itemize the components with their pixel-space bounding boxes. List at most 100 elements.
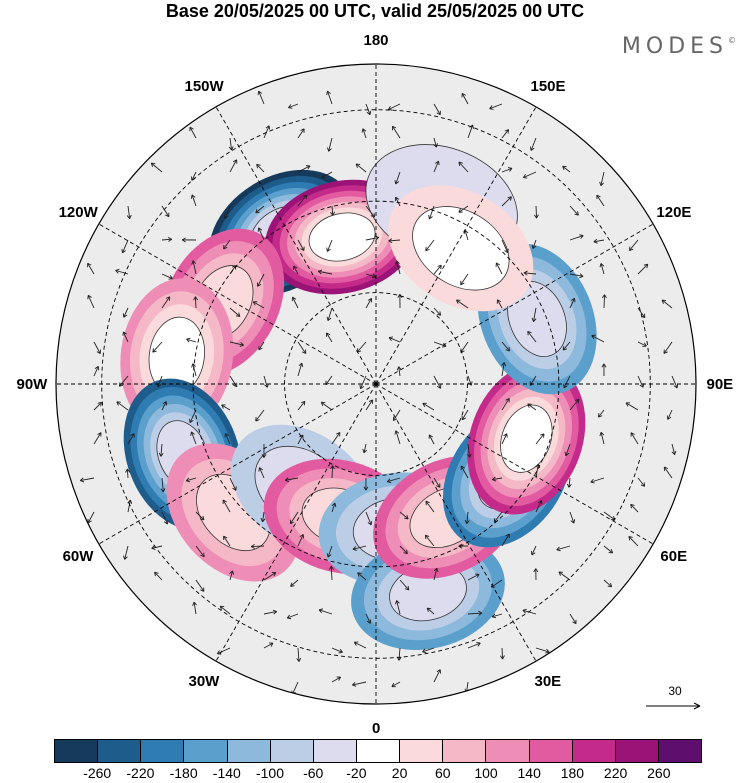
wind-arrow-127: [433, 375, 442, 389]
colorbar-tick-8: 60: [435, 765, 451, 781]
wind-arrow-13: [361, 128, 367, 139]
wind-arrow-3: [365, 103, 372, 116]
wind-arrow-53: [297, 239, 305, 251]
wind-arrow-143: [365, 399, 374, 411]
wind-arrow-172: [125, 468, 131, 479]
wind-arrow-56: [388, 238, 401, 244]
wind-arrow-218: [530, 545, 537, 556]
wind-arrow-193: [222, 499, 231, 513]
wind-arrow-167: [564, 443, 571, 457]
wind-arrow-71: [317, 269, 333, 275]
longitude-label-1: 150E: [530, 77, 566, 95]
wind-arrow-40: [365, 205, 375, 218]
wind-arrow-136: [116, 401, 129, 411]
wind-arrow-83: [161, 296, 171, 309]
longitude-label-5: 30E: [534, 673, 562, 691]
longitude-label-0: 180: [363, 31, 389, 49]
wind-arrow-234: [558, 571, 571, 581]
wind-arrow-108: [388, 336, 401, 343]
wind-arrow-219: [556, 545, 571, 552]
wind-arrow-220: [603, 545, 614, 554]
wind-arrow-85: [229, 307, 241, 317]
wind-arrow-212: [326, 545, 333, 558]
meridian-30: [375, 383, 537, 662]
wind-arrow-162: [394, 430, 401, 445]
wind-arrow-30: [522, 171, 537, 179]
graticule: [56, 64, 696, 704]
wind-arrow-150: [597, 409, 605, 418]
wind-arrow-158: [261, 443, 267, 458]
wind-arrow-135: [93, 401, 103, 411]
wind-arrow-197: [365, 511, 373, 526]
wind-arrow-163: [428, 434, 435, 445]
colorbar-swatch-1: [98, 740, 142, 762]
wind-arrow-7: [489, 103, 503, 110]
wind-arrow-210: [250, 544, 265, 549]
wind-arrow-140: [255, 409, 265, 422]
wind-arrow-221: [628, 536, 639, 547]
meridian-330: [215, 383, 377, 662]
wind-arrow-81: [87, 294, 95, 309]
wind-arrow-134: [671, 375, 679, 389]
wind-arrow-208: [195, 545, 205, 558]
reference-vector: 30: [640, 684, 710, 714]
wind-arrow-147: [501, 398, 510, 411]
wind-arrow-50: [181, 237, 197, 243]
wind-arrow-240: [318, 608, 333, 615]
wind-arrow-191: [161, 511, 169, 525]
wind-arrow-45: [533, 205, 539, 219]
wind-arrow-2: [326, 90, 333, 105]
wind-arrow-103: [229, 341, 244, 347]
anomaly-blob-12-level-5: [500, 404, 553, 473]
wind-arrow-87: [291, 296, 299, 309]
wind-arrow-200: [464, 511, 470, 525]
wind-arrow-262: [433, 669, 441, 683]
wind-vectors: [79, 90, 679, 695]
wind-arrow-236: [192, 601, 197, 615]
wind-arrow-196: [331, 502, 337, 513]
wind-arrow-94: [531, 307, 537, 322]
map-title: Base 20/05/2025 00 UTC, valid 25/05/2025…: [165, 1, 585, 21]
wind-arrow-173: [160, 477, 166, 493]
wind-arrow-60: [531, 239, 537, 249]
wind-arrow-154: [127, 433, 135, 445]
wind-arrow-0: [257, 90, 265, 105]
wind-arrow-93: [496, 299, 503, 309]
wind-arrow-96: [601, 294, 607, 309]
colorbar-tick-2: -180: [169, 765, 198, 781]
longitude-label-7: 30W: [188, 673, 220, 691]
wind-arrow-102: [186, 337, 197, 343]
wind-arrow-32: [599, 171, 605, 186]
wind-arrow-235: [603, 579, 613, 588]
wind-arrow-1: [288, 103, 299, 109]
wind-arrow-106: [326, 332, 333, 343]
wind-arrow-88: [326, 307, 333, 321]
wind-arrow-259: [331, 676, 341, 683]
wind-arrow-41: [394, 196, 401, 207]
wind-arrow-166: [535, 433, 545, 445]
wind-arrow-247: [569, 613, 577, 625]
wind-arrow-48: [121, 239, 129, 254]
wind-arrow-183: [491, 476, 503, 482]
wind-arrow-125: [359, 375, 367, 390]
wind-arrow-180: [386, 477, 401, 484]
wind-arrow-76: [495, 262, 503, 275]
logo-registered-mark: ©: [728, 36, 736, 45]
wind-arrow-80: [637, 263, 649, 275]
wind-arrow-242: [394, 600, 401, 615]
wind-arrow-239: [286, 613, 299, 620]
colorbar-tick-7: 20: [391, 765, 408, 781]
wind-arrow-18: [529, 137, 537, 151]
wind-arrow-149: [569, 398, 580, 411]
wind-arrow-206: [123, 545, 129, 560]
wind-arrow-139: [221, 404, 231, 411]
wind-arrow-260: [352, 681, 367, 687]
wind-arrow-148: [527, 403, 537, 411]
wind-arrow-189: [87, 511, 95, 524]
wind-arrow-84: [193, 296, 199, 309]
wind-arrow-230: [433, 567, 439, 581]
wind-arrow-179: [363, 477, 369, 491]
wind-arrow-185: [566, 477, 572, 488]
wind-arrow-6: [461, 92, 469, 105]
wind-arrow-120: [191, 363, 197, 377]
